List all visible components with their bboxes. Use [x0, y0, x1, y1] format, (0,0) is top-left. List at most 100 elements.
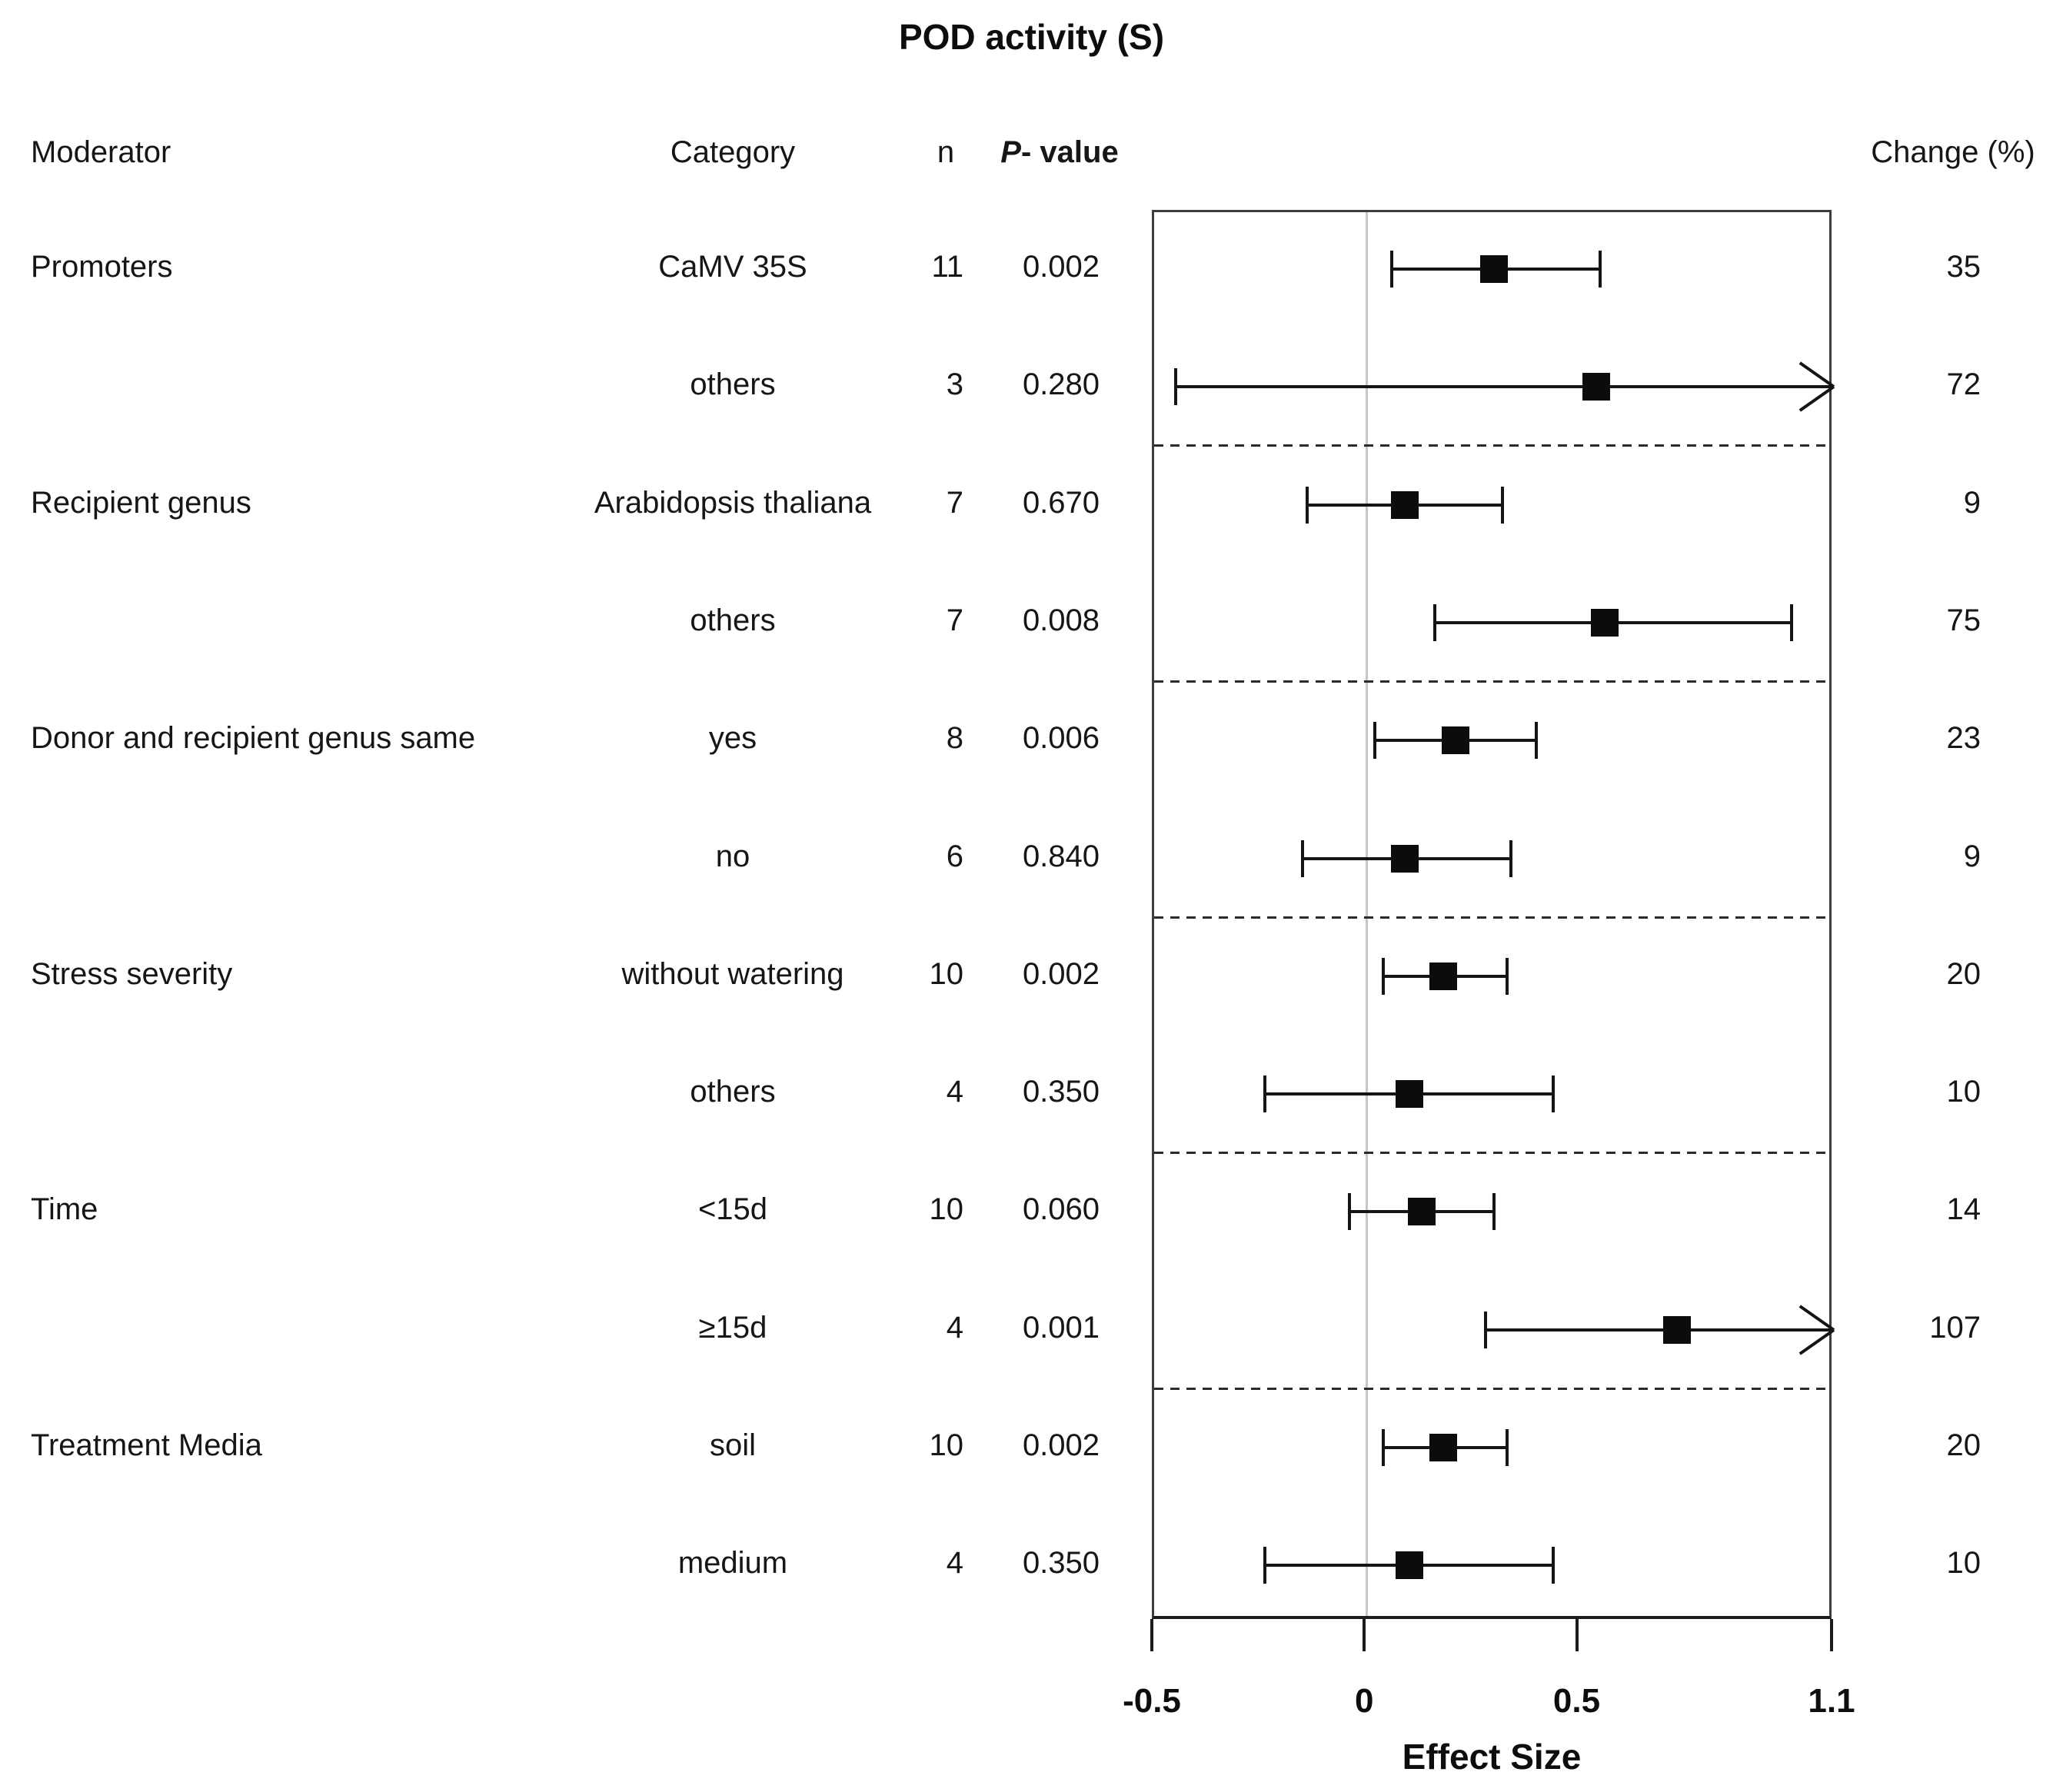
zero-reference-line — [1365, 212, 1368, 1616]
category-label: ≥15d — [698, 1310, 767, 1345]
moderator-label: Treatment Media — [31, 1428, 262, 1462]
effect-size-point — [1662, 1315, 1691, 1344]
effect-size-point — [1429, 962, 1457, 990]
ci-arrow-right-icon — [1798, 1305, 1835, 1332]
ci-whisker-high — [1505, 1429, 1509, 1466]
x-axis-tick-label: 0 — [1355, 1682, 1374, 1720]
n-value: 3 — [946, 367, 963, 402]
group-separator-line — [1154, 444, 1829, 447]
change-percent-value: 72 — [1946, 367, 1981, 402]
group-separator-line — [1154, 916, 1829, 919]
category-label: no — [715, 839, 750, 873]
change-percent-value: 10 — [1946, 1075, 1981, 1109]
p-value: 0.002 — [1022, 956, 1100, 991]
category-label: CaMV 35S — [658, 250, 807, 284]
p-value: 0.002 — [1022, 1428, 1100, 1462]
ci-whisker-high — [1535, 722, 1539, 760]
category-label: Arabidopsis thaliana — [594, 485, 872, 520]
effect-size-point — [1395, 1080, 1423, 1109]
effect-size-point — [1429, 1434, 1457, 1461]
n-value: 10 — [929, 1428, 964, 1462]
effect-size-point — [1390, 844, 1419, 873]
ci-whisker-low — [1382, 957, 1386, 995]
p-value: 0.280 — [1022, 367, 1100, 402]
n-value: 10 — [929, 956, 964, 991]
column-header-category: Category — [670, 135, 796, 169]
n-value: 4 — [946, 1310, 963, 1345]
moderator-label: Time — [31, 1192, 98, 1227]
p-value: 0.060 — [1022, 1192, 1100, 1227]
n-value: 6 — [946, 839, 963, 873]
change-percent-value: 23 — [1946, 721, 1981, 756]
category-label: others — [690, 367, 776, 402]
p-value: 0.840 — [1022, 839, 1100, 873]
category-label: soil — [709, 1428, 757, 1462]
x-axis-tick — [1150, 1619, 1153, 1651]
ci-whisker-high — [1789, 603, 1793, 641]
ci-whisker-low — [1373, 722, 1377, 760]
category-label: others — [690, 1075, 776, 1109]
p-value: 0.008 — [1022, 603, 1100, 637]
ci-arrow-right-icon — [1798, 385, 1835, 412]
ci-whisker-high — [1599, 251, 1602, 288]
ci-whisker-low — [1390, 251, 1394, 288]
ci-line — [1485, 1328, 1834, 1332]
column-header-n: n — [937, 135, 955, 169]
change-percent-value: 14 — [1946, 1192, 1981, 1227]
ci-whisker-low — [1483, 1311, 1487, 1348]
change-percent-value: 9 — [1963, 485, 1981, 520]
ci-whisker-low — [1432, 603, 1436, 641]
group-separator-line — [1154, 1387, 1829, 1390]
x-axis-tick — [1830, 1619, 1833, 1651]
ci-whisker-low — [1173, 368, 1177, 406]
x-axis-tick-label: -0.5 — [1123, 1682, 1181, 1720]
effect-size-point — [1442, 726, 1470, 755]
ci-arrow-right-icon — [1798, 1328, 1835, 1355]
n-value: 11 — [931, 250, 963, 284]
column-header-p-value: P- value — [944, 129, 1175, 175]
ci-whisker-low — [1382, 1429, 1386, 1466]
p-value: 0.670 — [1022, 485, 1100, 520]
effect-size-point — [1408, 1198, 1436, 1226]
ci-whisker-high — [1552, 1076, 1556, 1113]
ci-whisker-low — [1305, 486, 1309, 524]
moderator-label: Recipient genus — [31, 485, 251, 520]
x-axis-tick — [1575, 1619, 1579, 1651]
effect-size-point — [1582, 373, 1610, 401]
ci-whisker-low — [1263, 1076, 1266, 1113]
category-label: yes — [708, 721, 757, 756]
p-value: 0.350 — [1022, 1075, 1100, 1109]
category-label: <15d — [697, 1192, 768, 1227]
n-value: 7 — [946, 485, 963, 520]
category-label: medium — [677, 1546, 788, 1581]
category-label: without watering — [621, 956, 844, 991]
p-value-rest: - value — [1020, 135, 1119, 169]
ci-whisker-high — [1509, 839, 1513, 877]
x-axis-tick-label: 0.5 — [1552, 1682, 1601, 1720]
change-percent-value: 35 — [1946, 250, 1981, 284]
p-value: 0.006 — [1022, 721, 1100, 756]
n-value: 4 — [946, 1546, 963, 1581]
effect-size-point — [1390, 490, 1419, 519]
n-value: 4 — [946, 1075, 963, 1109]
ci-whisker-high — [1552, 1547, 1556, 1584]
change-percent-value: 107 — [1929, 1310, 1981, 1345]
effect-size-point — [1395, 1551, 1423, 1580]
x-axis-tick-label: 1.1 — [1808, 1682, 1855, 1720]
n-value: 7 — [946, 603, 963, 637]
ci-whisker-high — [1505, 957, 1509, 995]
p-value: 0.001 — [1022, 1310, 1100, 1345]
p-value: 0.350 — [1022, 1546, 1100, 1581]
p-value: 0.002 — [1022, 250, 1100, 284]
change-percent-value: 9 — [1963, 839, 1981, 873]
moderator-label: Donor and recipient genus same — [31, 721, 476, 756]
p-value-italic-p: P — [1000, 135, 1021, 169]
chart-title: POD activity (S) — [898, 17, 1165, 57]
change-percent-value: 20 — [1946, 1428, 1981, 1462]
ci-whisker-low — [1263, 1547, 1266, 1584]
x-axis-tick — [1363, 1619, 1366, 1651]
ci-line — [1175, 385, 1834, 389]
group-separator-line — [1154, 1152, 1829, 1155]
change-percent-value: 20 — [1946, 956, 1981, 991]
